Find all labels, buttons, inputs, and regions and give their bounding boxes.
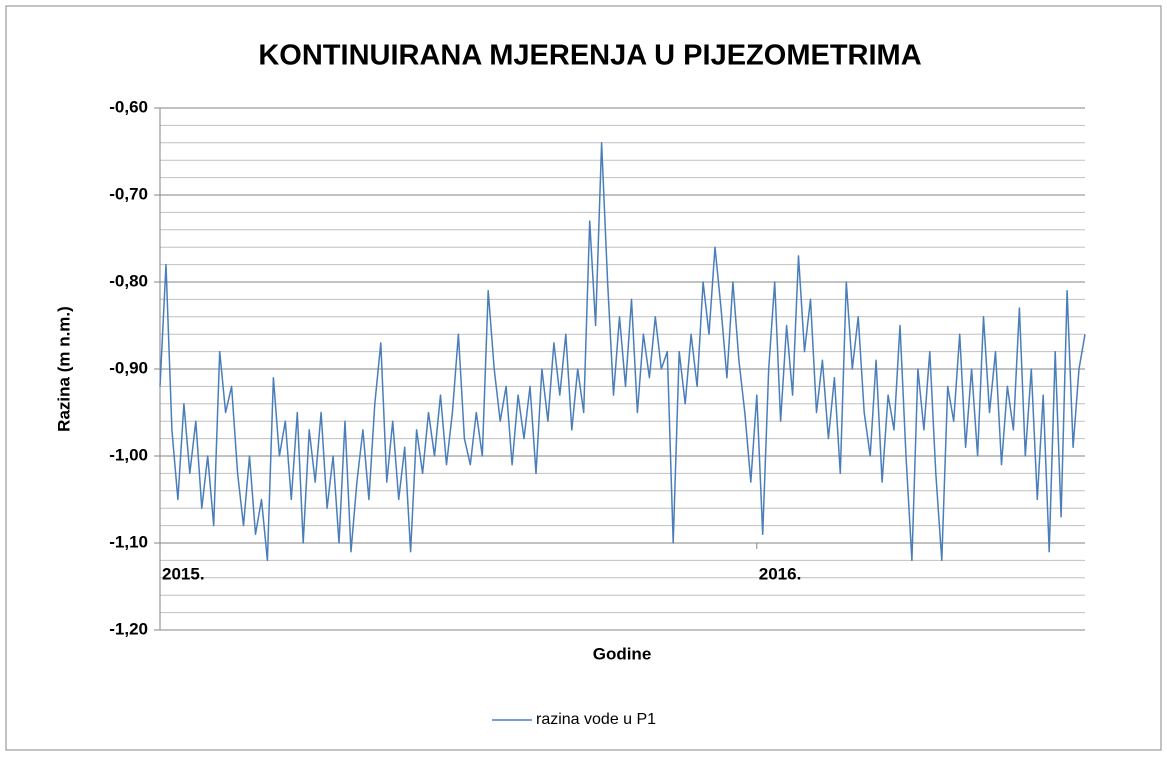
x-axis-label: Godine: [593, 644, 652, 663]
y-tick-label: -0,70: [109, 184, 148, 203]
y-tick-label: -0,60: [109, 97, 148, 116]
data-line: [159, 142, 1086, 562]
y-tick-label: -1,20: [109, 619, 148, 638]
x-tick-label: 2016.: [759, 564, 802, 583]
chart-title: KONTINUIRANA MJERENJA U PIJEZOMETRIMA: [258, 40, 921, 72]
y-tick-label: -0,80: [109, 271, 148, 290]
y-axis-label: Razina (m n.m.): [54, 306, 73, 432]
chart-border: [5, 5, 1162, 751]
legend-label: razina vode u P1: [536, 711, 656, 728]
y-tick-label: -1,10: [109, 532, 148, 551]
y-tick-label: -0,90: [109, 358, 148, 377]
x-tick-label: 2015.: [162, 564, 205, 583]
y-tick-label: -1,00: [109, 445, 148, 464]
